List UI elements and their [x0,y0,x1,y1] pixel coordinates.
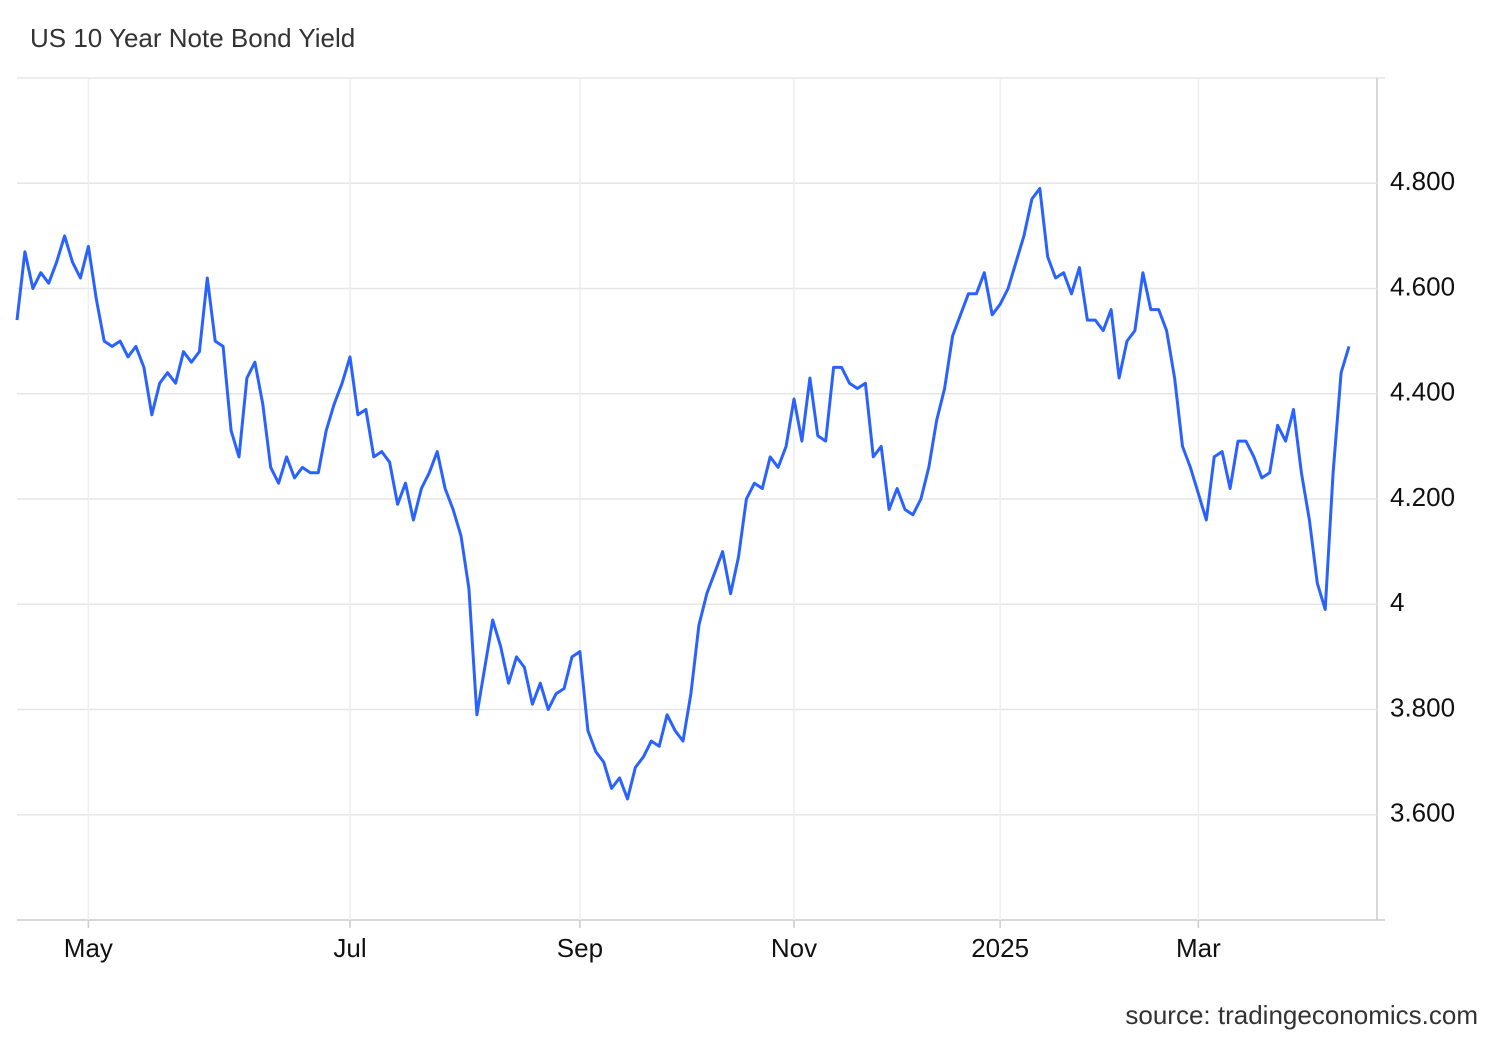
y-tick-label: 4.400 [1390,377,1455,407]
y-tick-label: 4.600 [1390,271,1455,301]
data-line [15,187,1351,801]
y-tick-label: 3.600 [1390,798,1455,828]
x-tick-label: Jul [333,933,366,963]
y-tick-label: 4 [1390,587,1404,617]
x-tick-label: Mar [1176,933,1221,963]
y-tick-label: 4.800 [1390,166,1455,196]
source-note: source: tradingeconomics.com [1125,1000,1478,1030]
y-tick-label: 3.800 [1390,692,1455,722]
y-tick-label: 4.200 [1390,482,1455,512]
x-tick-label: Nov [771,933,817,963]
x-tick-label: May [64,933,113,963]
chart-title: US 10 Year Note Bond Yield [30,23,355,53]
x-tick-label: 2025 [971,933,1029,963]
x-tick-label: Sep [557,933,603,963]
